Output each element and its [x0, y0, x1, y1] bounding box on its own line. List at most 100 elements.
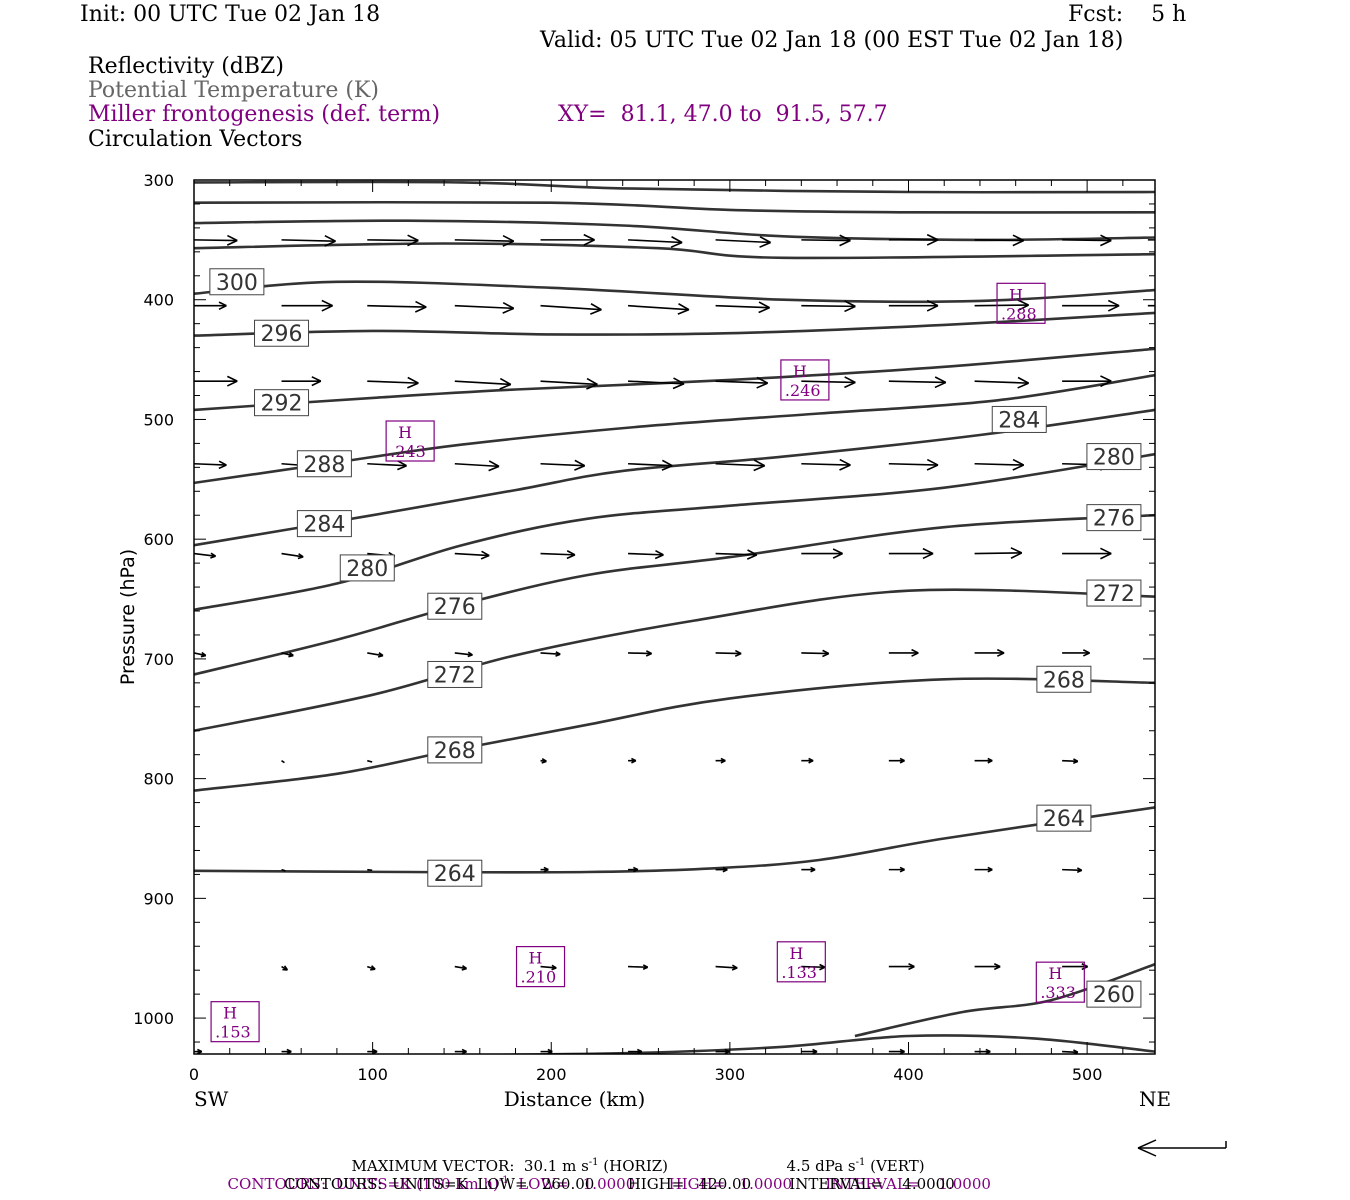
sw-end-label: SW	[194, 1087, 229, 1111]
vector-head	[370, 965, 376, 970]
theta-label-box	[296, 450, 352, 478]
max-marker-label: H	[398, 423, 412, 442]
vector-head	[502, 240, 515, 247]
vector-head	[218, 304, 227, 311]
circulation-vector	[888, 648, 919, 657]
circulation-vector	[801, 649, 830, 658]
vector-shaft	[1062, 239, 1112, 242]
vector-head	[499, 383, 512, 390]
vector-head	[1073, 758, 1079, 763]
vector-head	[1100, 547, 1112, 555]
vector-head	[1017, 382, 1029, 389]
vector-shaft	[628, 380, 685, 385]
vector-shaft	[715, 965, 738, 969]
vector-head	[566, 554, 576, 560]
max-marker-value: .210	[521, 968, 557, 987]
circulation-vector	[801, 1048, 818, 1054]
vector-head	[378, 652, 384, 657]
contours-theta-info: CONTOURS: UNITS=K LOW= 260.00 HIGH= 420.…	[284, 1175, 955, 1193]
circulation-vector	[367, 868, 373, 872]
theta-contour-284	[194, 408, 1155, 547]
circulation-vector	[454, 965, 468, 971]
theta-label-text: 260	[1093, 983, 1135, 1008]
vector-head	[908, 965, 915, 971]
vector-shaft	[540, 462, 585, 467]
circulation-vector	[367, 300, 427, 313]
circulation-vector	[715, 301, 770, 314]
vector-shaft	[454, 965, 467, 970]
y-tick-label: 400	[143, 291, 174, 310]
circulation-vector	[974, 866, 993, 873]
theta-contour-292	[194, 347, 1155, 412]
theta-contour-unlabeled-15	[452, 1034, 1155, 1054]
vector-head	[899, 757, 905, 762]
circulation-vector	[888, 866, 905, 873]
vector-head	[414, 306, 427, 313]
vector-shaft	[454, 304, 514, 310]
vector-head	[541, 757, 547, 763]
vector-head	[899, 866, 905, 871]
vector-head	[574, 459, 586, 467]
theta-contour-unlabeled-2	[194, 219, 1155, 242]
frontogenesis-max-marker: H.246	[780, 359, 830, 401]
circulation-vector	[281, 868, 286, 872]
vector-shaft	[367, 652, 384, 657]
vector-head	[922, 547, 934, 555]
circulation-vector	[1062, 867, 1083, 874]
vector-shaft	[628, 462, 673, 467]
circulation-vector	[281, 299, 333, 312]
vector-head	[1178, 240, 1187, 244]
vector-head	[732, 964, 738, 969]
theta-label-box	[254, 319, 310, 347]
circulation-vector	[281, 760, 285, 764]
y-tick-label: 900	[143, 889, 174, 908]
circulation-vector	[715, 236, 771, 248]
vector-head	[226, 239, 238, 246]
vector-head	[218, 464, 227, 470]
vector-head	[590, 308, 602, 315]
y-tick-label: 500	[143, 410, 174, 429]
vector-head	[922, 552, 934, 560]
theta-label-box	[1086, 504, 1142, 532]
vector-head	[934, 381, 947, 389]
theta-label-text: 284	[998, 408, 1040, 433]
circulation-vector	[1062, 649, 1090, 657]
vector-head	[1100, 552, 1112, 560]
vector-head	[461, 1048, 467, 1053]
vector-shaft	[454, 462, 500, 468]
circulation-vector	[801, 866, 816, 873]
vector-head	[987, 866, 993, 871]
vector-shaft	[540, 652, 561, 656]
field-vectors: Circulation Vectors	[88, 127, 303, 152]
max-marker-value: .133	[781, 963, 817, 982]
theta-label-text: 292	[261, 392, 303, 417]
frontogenesis-max-marker: H.243	[385, 420, 435, 462]
vector-head	[672, 383, 685, 390]
theta-label-box	[427, 859, 483, 887]
x-tick-label: 500	[1072, 1065, 1103, 1084]
max-marker-value: .153	[215, 1023, 251, 1042]
theta-label-text: 272	[1093, 582, 1135, 607]
theta-label-box	[296, 510, 352, 538]
y-axis-label: Pressure (hPa)	[117, 549, 139, 685]
y-tick-label: 600	[143, 530, 174, 549]
circulation-vector	[715, 757, 726, 764]
vector-head	[899, 1048, 905, 1053]
circulation-vector	[454, 301, 515, 314]
theta-label-300: 300	[209, 268, 265, 296]
max-marker-box	[780, 359, 830, 401]
vector-head	[218, 301, 227, 307]
theta-label-272: 272	[427, 660, 483, 688]
vector-head	[722, 866, 728, 871]
vector-head	[839, 464, 851, 471]
vector-shaft	[715, 380, 768, 384]
vector-head	[1010, 552, 1023, 559]
vector-head	[724, 1048, 730, 1053]
circulation-vector	[628, 757, 637, 764]
vector-head	[502, 307, 515, 314]
max-marker-value: .246	[785, 381, 821, 400]
valid-time: Valid: 05 UTC Tue 02 Jan 18 (00 EST Tue …	[540, 28, 1124, 53]
circulation-vector	[1062, 758, 1079, 765]
circulation-vector	[801, 548, 843, 559]
theta-label-text: 264	[1043, 807, 1085, 832]
